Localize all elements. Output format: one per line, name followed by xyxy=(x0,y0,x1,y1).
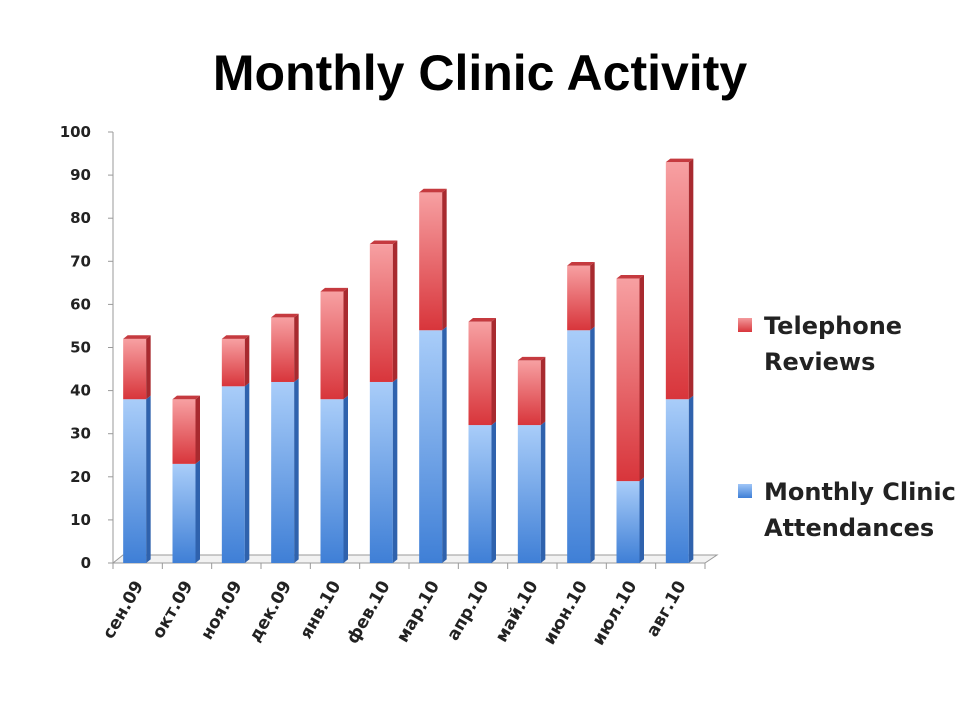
bar-side-attendances-7 xyxy=(491,421,496,563)
bar-side-telephone-10 xyxy=(639,274,644,482)
bar-attendances-6 xyxy=(419,330,443,563)
y-tick-label: 90 xyxy=(70,166,91,184)
bar-side-attendances-1 xyxy=(195,460,200,563)
bar-top-10 xyxy=(616,274,644,279)
bar-side-telephone-4 xyxy=(343,287,348,400)
bar-attendances-7 xyxy=(468,425,492,563)
bar-side-telephone-11 xyxy=(688,158,694,400)
bar-top-9 xyxy=(567,262,595,266)
bar-telephone-9 xyxy=(567,265,591,331)
bar-telephone-7 xyxy=(468,321,492,426)
bar-side-telephone-1 xyxy=(195,395,200,464)
bar-side-telephone-5 xyxy=(392,240,398,382)
y-tick-label: 40 xyxy=(70,382,91,400)
bar-telephone-10 xyxy=(616,278,640,482)
y-tick-label: 20 xyxy=(70,468,91,486)
bar-side-telephone-7 xyxy=(491,318,496,426)
bar-telephone-3 xyxy=(271,317,295,382)
bar-top-3 xyxy=(271,313,299,318)
bar-attendances-0 xyxy=(123,399,147,563)
x-tick-label: май.10 xyxy=(492,577,543,646)
bar-telephone-6 xyxy=(419,192,443,331)
bar-attendances-9 xyxy=(567,330,591,563)
bar-top-8 xyxy=(517,356,546,361)
bar-side-telephone-3 xyxy=(294,313,299,382)
bar-top-1 xyxy=(172,395,200,400)
bar-telephone-0 xyxy=(123,338,147,400)
bar-attendances-1 xyxy=(172,463,196,563)
bars xyxy=(123,158,694,563)
bar-attendances-4 xyxy=(320,399,344,563)
y-tick-label: 100 xyxy=(60,123,91,141)
bar-telephone-4 xyxy=(320,291,344,400)
bar-top-11 xyxy=(665,158,694,163)
legend-swatch-telephone xyxy=(738,318,752,332)
y-tick-label: 10 xyxy=(70,511,91,529)
x-tick-label: янв.10 xyxy=(296,577,345,642)
bar-side-attendances-3 xyxy=(294,378,299,563)
x-tick-label: сен.09 xyxy=(99,578,148,643)
bar-attendances-10 xyxy=(616,481,640,563)
bar-top-2 xyxy=(221,335,250,339)
chart-title: Monthly Clinic Activity xyxy=(212,45,748,101)
bar-attendances-8 xyxy=(517,425,541,563)
bar-attendances-2 xyxy=(221,386,245,563)
bar-attendances-5 xyxy=(369,381,393,563)
bar-telephone-11 xyxy=(665,162,689,400)
bar-side-attendances-10 xyxy=(639,477,644,563)
legend-swatch-attendances xyxy=(738,484,752,498)
bar-telephone-8 xyxy=(517,360,541,426)
x-tick-label: июл.10 xyxy=(589,577,642,649)
x-tick-label: фев.10 xyxy=(343,577,395,647)
y-tick-label: 50 xyxy=(70,339,91,357)
bar-side-attendances-0 xyxy=(146,395,151,563)
bar-side-telephone-6 xyxy=(442,188,447,331)
x-tick-label: окт.09 xyxy=(148,578,197,643)
legend-item-telephone: Telephone Reviews xyxy=(738,308,960,380)
legend-item-attendances: Monthly Clinic Attendances xyxy=(738,474,960,546)
bar-side-attendances-8 xyxy=(540,421,546,563)
x-tick-label: дек.09 xyxy=(245,578,296,646)
bar-side-attendances-6 xyxy=(442,326,447,563)
bar-side-attendances-4 xyxy=(343,395,348,563)
x-tick-label: авг.10 xyxy=(643,577,691,640)
bar-telephone-2 xyxy=(221,338,245,387)
y-tick-label: 30 xyxy=(70,425,91,443)
axes xyxy=(108,131,719,569)
legend-label-attendances: Monthly Clinic Attendances xyxy=(764,478,956,542)
x-tick-label: апр.10 xyxy=(443,577,493,644)
bar-top-5 xyxy=(369,240,398,245)
bar-telephone-1 xyxy=(172,399,196,464)
bar-top-4 xyxy=(320,287,348,292)
bar-side-attendances-2 xyxy=(244,382,250,563)
x-tick-label: ноя.09 xyxy=(197,578,247,644)
bar-side-attendances-9 xyxy=(590,326,595,563)
bar-top-0 xyxy=(123,335,151,339)
bar-side-telephone-9 xyxy=(590,262,595,331)
bar-top-7 xyxy=(468,318,496,322)
y-tick-label: 70 xyxy=(70,252,91,270)
legend-label-telephone: Telephone Reviews xyxy=(764,312,903,376)
x-tick-label: июн.10 xyxy=(540,577,593,648)
x-tick-label: мар.10 xyxy=(393,577,444,646)
bar-side-telephone-8 xyxy=(540,356,546,426)
y-tick-label: 80 xyxy=(70,209,91,227)
bar-attendances-11 xyxy=(665,399,689,563)
bar-side-attendances-5 xyxy=(392,378,398,563)
bar-side-telephone-2 xyxy=(244,335,250,387)
y-tick-label: 0 xyxy=(81,554,91,572)
y-tick-label: 60 xyxy=(70,295,91,313)
bar-telephone-5 xyxy=(369,244,393,382)
bar-attendances-3 xyxy=(271,381,295,563)
bar-side-attendances-11 xyxy=(688,395,694,563)
bar-side-telephone-0 xyxy=(146,335,151,400)
bar-top-6 xyxy=(419,188,447,193)
